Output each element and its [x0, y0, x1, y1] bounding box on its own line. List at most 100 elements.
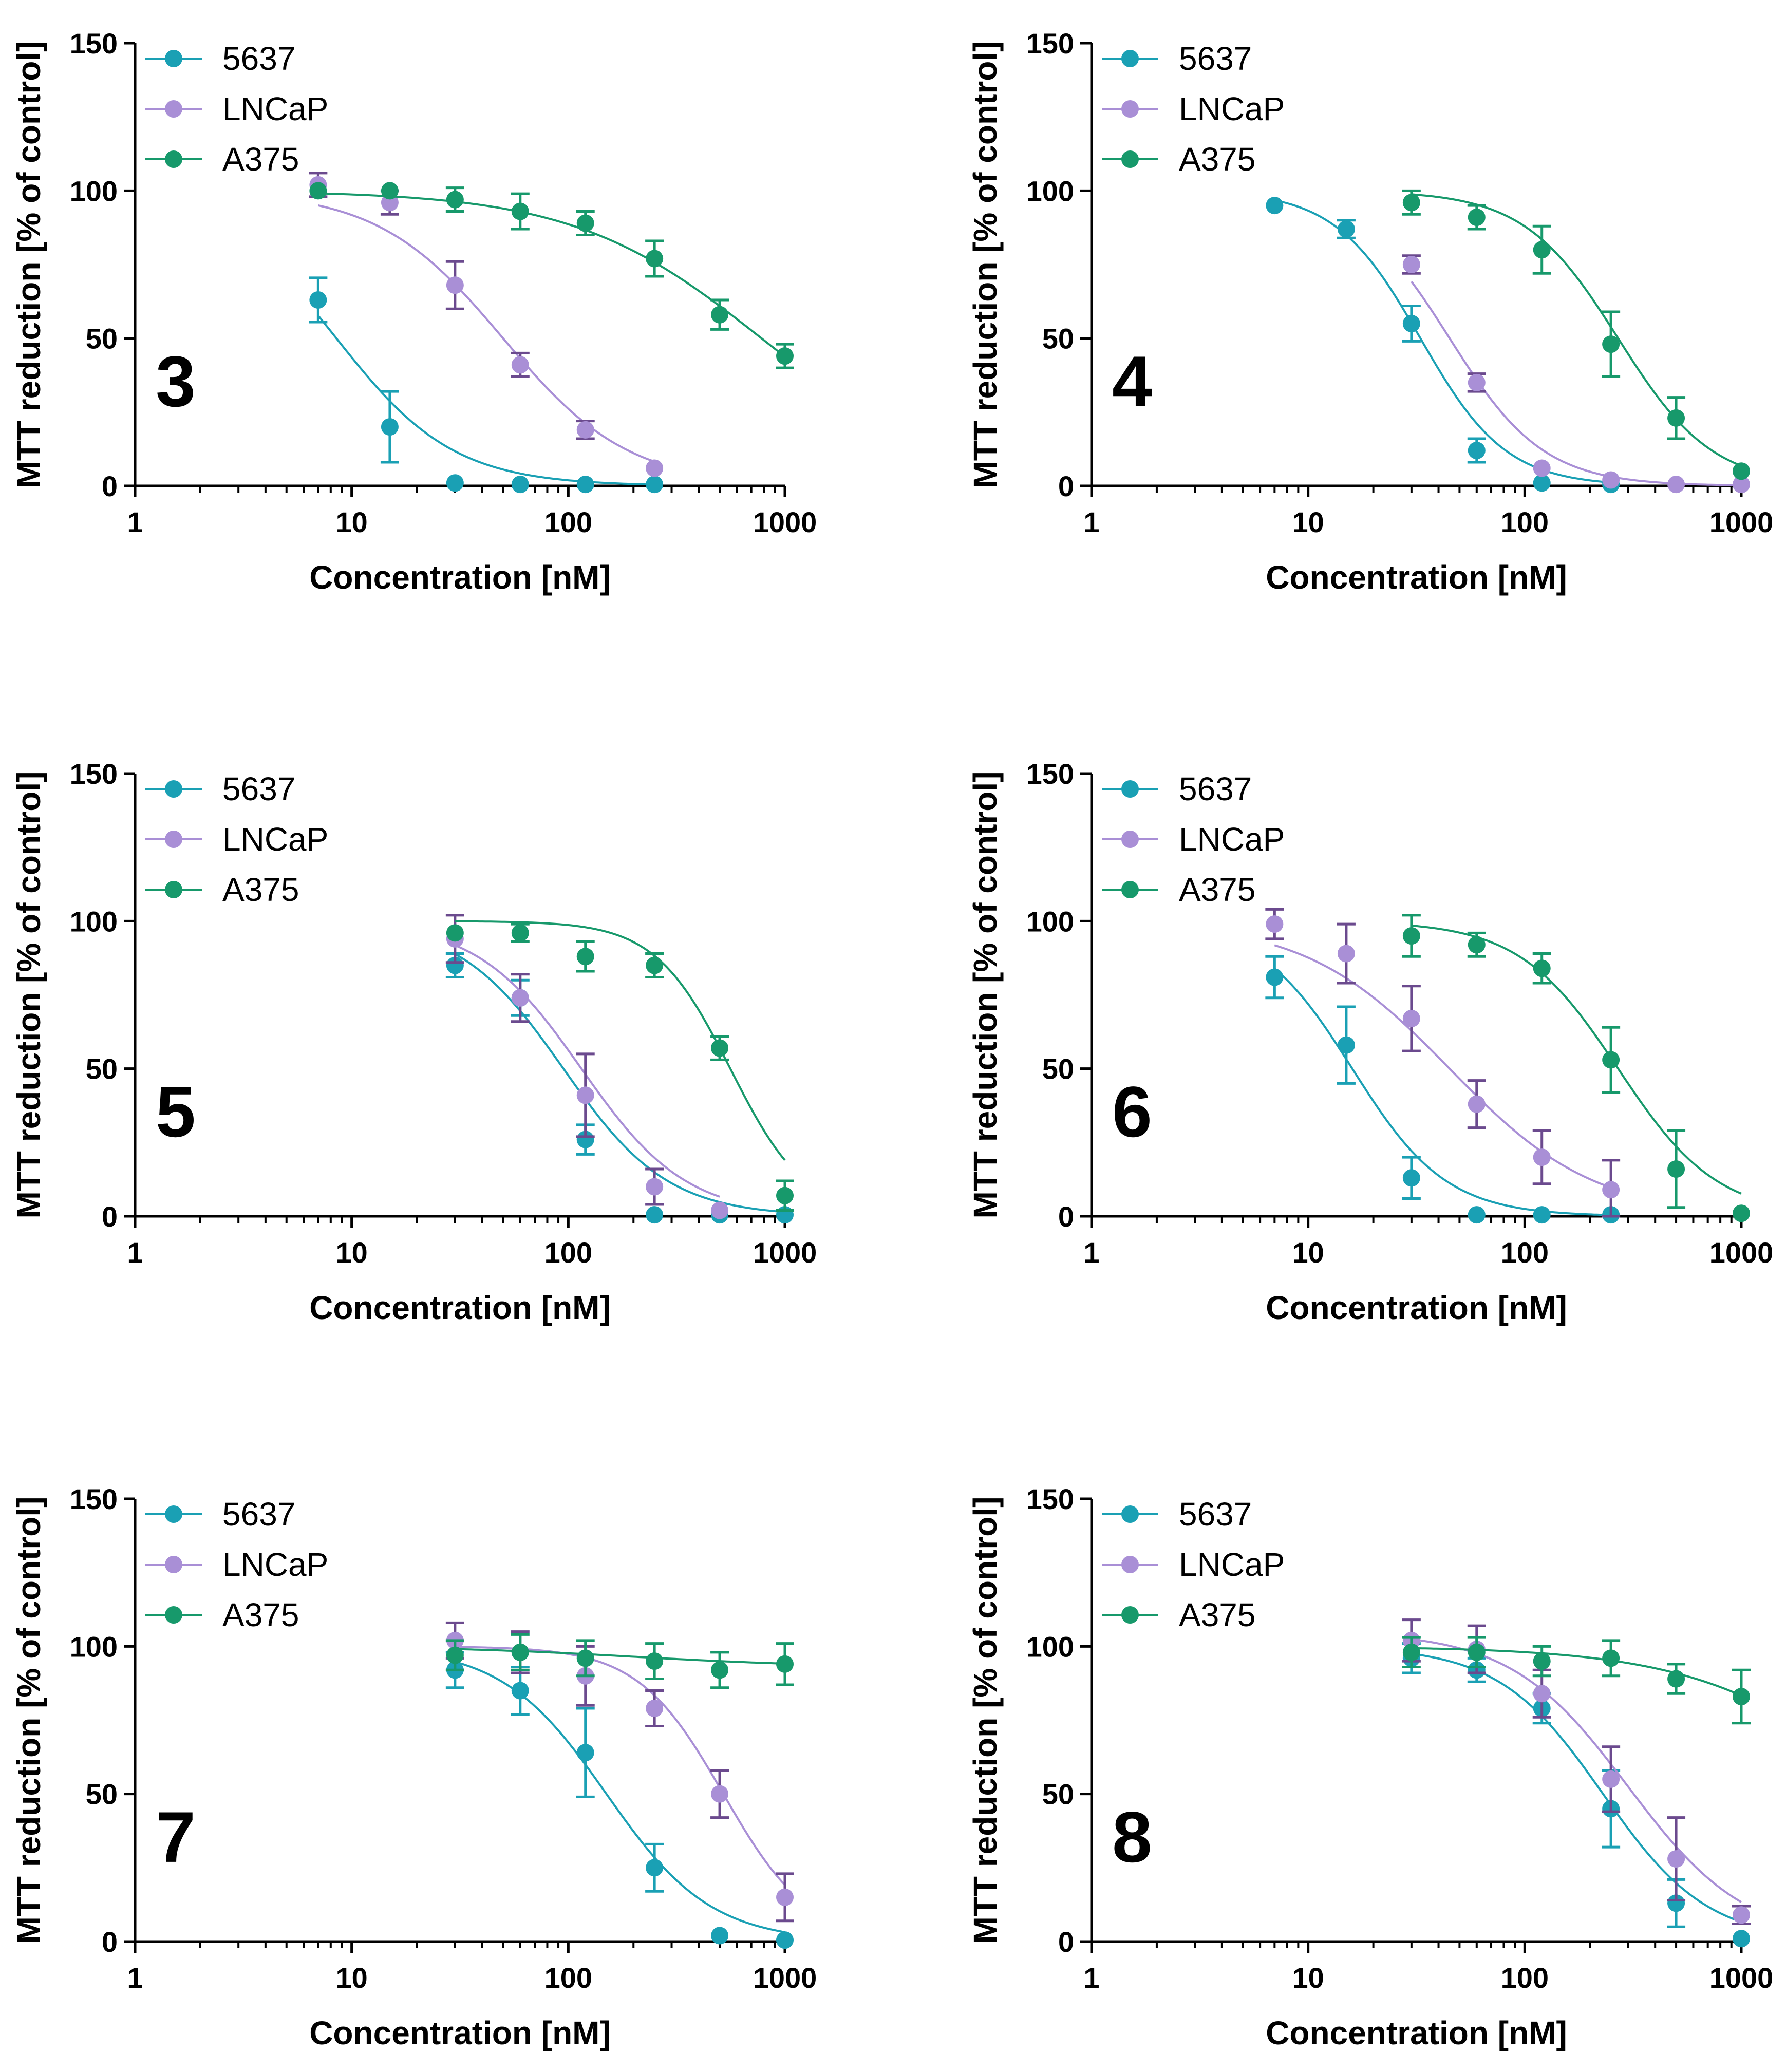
data-point-5637 [1337, 220, 1355, 238]
data-point-LNCaP [1468, 373, 1486, 391]
series-5637 [1266, 197, 1620, 494]
data-point-LNCaP [576, 421, 594, 439]
legend-label-LNCaP: LNCaP [1179, 1546, 1285, 1583]
legend-label-A375: A375 [222, 141, 299, 178]
data-point-A375 [576, 1649, 594, 1667]
data-point-A375 [576, 948, 594, 966]
legend-marker-A375 [165, 1606, 182, 1624]
legend-label-A375: A375 [1179, 871, 1255, 908]
x-tick-label: 100 [1501, 506, 1549, 538]
data-point-A375 [1402, 927, 1420, 945]
legend-marker-A375 [165, 881, 182, 898]
legend-label-5637: 5637 [222, 1496, 295, 1533]
data-point-LNCaP [1402, 256, 1420, 273]
x-tick-label: 1 [127, 506, 143, 538]
series-LNCaP [1402, 254, 1750, 494]
x-tick-label: 10 [1292, 506, 1324, 538]
series-A375 [446, 920, 794, 1212]
series-LNCaP [445, 914, 729, 1219]
y-axis-title: MTT reduction [% of control] [10, 41, 47, 488]
data-point-A375 [1733, 1688, 1750, 1706]
fit-curve-5637 [317, 315, 655, 486]
data-point-A375 [576, 214, 594, 232]
y-tick-label: 0 [1058, 1200, 1074, 1233]
data-point-A375 [1533, 959, 1551, 977]
data-point-A375 [1468, 936, 1486, 954]
data-point-A375 [446, 191, 464, 209]
legend-marker-LNCaP [1121, 1556, 1139, 1573]
y-tick-label: 150 [1026, 27, 1074, 60]
fit-curve-5637 [455, 1661, 785, 1933]
y-tick-label: 150 [70, 1483, 118, 1515]
data-point-LNCaP [711, 1201, 729, 1219]
y-tick-label: 150 [1026, 1483, 1074, 1515]
panel-number: 8 [1112, 1797, 1152, 1877]
chart-panel-8: 0 50 100 150 1 10 100 1000 Concentration [nM] MTT… [967, 1483, 1773, 2051]
y-tick-label: 50 [1042, 323, 1074, 355]
data-point-LNCaP [776, 1888, 794, 1906]
data-point-A375 [1533, 1652, 1551, 1670]
series-A375 [1402, 1636, 1751, 1725]
chart-panel-7: 0 50 100 150 1 10 100 1000 Concentration [nM] MTT… [10, 1483, 817, 2051]
legend-label-A375: A375 [1179, 1596, 1255, 1633]
data-point-A375 [511, 1643, 529, 1661]
data-point-A375 [1402, 1643, 1420, 1661]
data-point-LNCaP [446, 276, 464, 294]
data-point-5637 [1266, 968, 1284, 986]
data-point-A375 [381, 182, 399, 200]
y-tick-label: 50 [86, 1778, 118, 1811]
data-point-A375 [776, 347, 794, 365]
data-point-LNCaP [1266, 915, 1284, 933]
chart-panel-6: 0 50 100 150 1 10 100 1000 Concentration [nM] MTT… [967, 758, 1773, 1326]
data-point-LNCaP [1602, 1181, 1620, 1199]
y-tick-label: 150 [70, 758, 118, 790]
legend-marker-LNCaP [165, 100, 182, 118]
y-tick-label: 0 [1058, 470, 1074, 502]
legend-marker-LNCaP [1121, 831, 1139, 848]
data-point-LNCaP [1337, 945, 1355, 963]
series-LNCaP [1402, 1618, 1751, 1926]
panel-number: 6 [1112, 1071, 1152, 1152]
legend-label-LNCaP: LNCaP [1179, 821, 1285, 858]
data-point-LNCaP [1733, 476, 1750, 494]
series-LNCaP [445, 1621, 794, 1923]
x-axis-title: Concentration [nM] [1266, 1289, 1567, 1326]
x-tick-label: 10 [336, 506, 368, 538]
data-point-5637 [511, 1682, 529, 1700]
data-point-LNCaP [1402, 1009, 1420, 1027]
legend-marker-5637 [1121, 780, 1139, 798]
series-5637 [309, 276, 664, 494]
data-point-LNCaP [646, 1700, 664, 1718]
data-point-5637 [576, 476, 594, 494]
y-axis-title: MTT reduction [% of control] [10, 771, 47, 1219]
data-point-A375 [511, 202, 529, 220]
legend-marker-5637 [165, 50, 182, 67]
data-point-LNCaP [1602, 1770, 1620, 1788]
data-point-A375 [1468, 1643, 1486, 1661]
panel-number: 3 [156, 341, 196, 422]
panel-number: 4 [1112, 341, 1152, 422]
y-tick-label: 150 [70, 27, 118, 60]
chart-panel-4: 0 50 100 150 1 10 100 1000 Concentration [nM] MTT… [967, 27, 1773, 596]
data-point-A375 [1733, 1204, 1750, 1222]
data-point-5637 [646, 1206, 664, 1224]
legend-marker-5637 [1121, 1505, 1139, 1523]
x-axis-title: Concentration [nM] [309, 559, 611, 596]
data-point-5637 [1733, 1930, 1750, 1948]
x-tick-label: 100 [544, 1962, 592, 1994]
y-tick-label: 0 [102, 470, 118, 502]
data-point-A375 [309, 182, 327, 200]
chart-panel-5: 0 50 100 150 1 10 100 1000 Concentration [nM] MTT… [10, 758, 817, 1326]
fit-curve-LNCaP [1411, 281, 1741, 486]
series-LNCaP [1265, 908, 1621, 1218]
x-tick-label: 1 [1083, 1962, 1099, 1994]
fit-curve-LNCaP [1274, 944, 1611, 1189]
y-tick-label: 0 [102, 1200, 118, 1233]
y-tick-label: 0 [102, 1926, 118, 1958]
data-point-5637 [1337, 1036, 1355, 1054]
data-point-5637 [1533, 474, 1551, 492]
data-point-5637 [446, 474, 464, 492]
data-point-LNCaP [1667, 1850, 1685, 1868]
y-axis-title: MTT reduction [% of control] [967, 41, 1004, 488]
